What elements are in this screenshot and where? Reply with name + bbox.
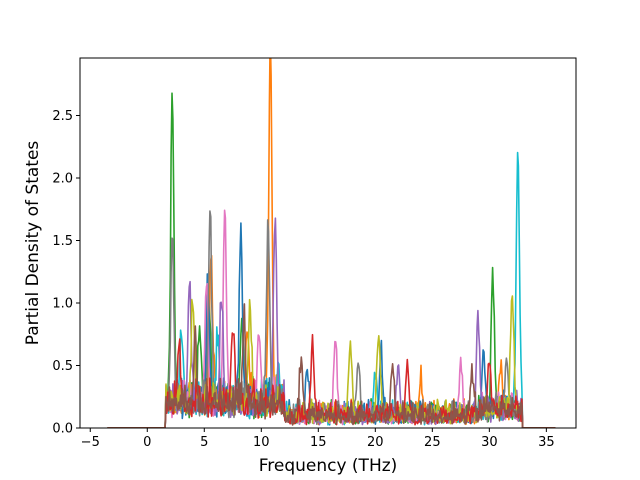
plot-frame <box>79 57 577 429</box>
x-axis: −5 0 5 10 15 20 25 30 35 <box>81 428 555 450</box>
y-tick-label: 1.0 <box>52 297 73 312</box>
x-tick-label: 25 <box>424 435 441 450</box>
y-tick-label: 1.5 <box>52 234 73 249</box>
x-tick-label: 0 <box>143 435 151 450</box>
y-tick-label: 2.0 <box>52 172 73 187</box>
x-tick-label: 30 <box>481 435 498 450</box>
series-layer <box>107 58 556 428</box>
y-axis-label: Partial Density of States <box>23 141 43 346</box>
x-tick-label: 5 <box>200 435 208 450</box>
y-tick-label: 0.0 <box>52 422 73 437</box>
y-tick-label: 0.5 <box>52 359 73 374</box>
x-tick-label: 15 <box>310 435 327 450</box>
y-tick-label: 2.5 <box>52 109 73 124</box>
x-tick-label: 10 <box>253 435 270 450</box>
x-tick-label: −5 <box>81 435 100 450</box>
pdos-series-line <box>107 303 556 428</box>
x-tick-label: 20 <box>367 435 384 450</box>
x-axis-label: Frequency (THz) <box>259 456 398 476</box>
x-tick-label: 35 <box>538 435 555 450</box>
y-axis: 0.0 0.5 1.0 1.5 2.0 2.5 <box>52 109 80 437</box>
